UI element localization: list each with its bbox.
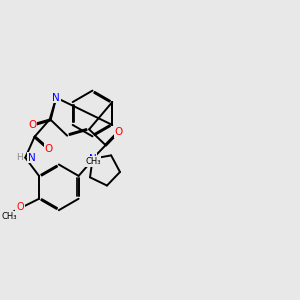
- Text: CH₃: CH₃: [2, 212, 17, 220]
- Text: O: O: [28, 120, 36, 130]
- Text: O: O: [45, 144, 53, 154]
- Text: CH₃: CH₃: [85, 157, 101, 166]
- Text: N: N: [89, 154, 97, 164]
- Text: O: O: [16, 202, 24, 212]
- Text: H: H: [16, 153, 23, 162]
- Text: N: N: [52, 93, 60, 103]
- Text: O: O: [115, 127, 123, 137]
- Text: N: N: [28, 153, 36, 163]
